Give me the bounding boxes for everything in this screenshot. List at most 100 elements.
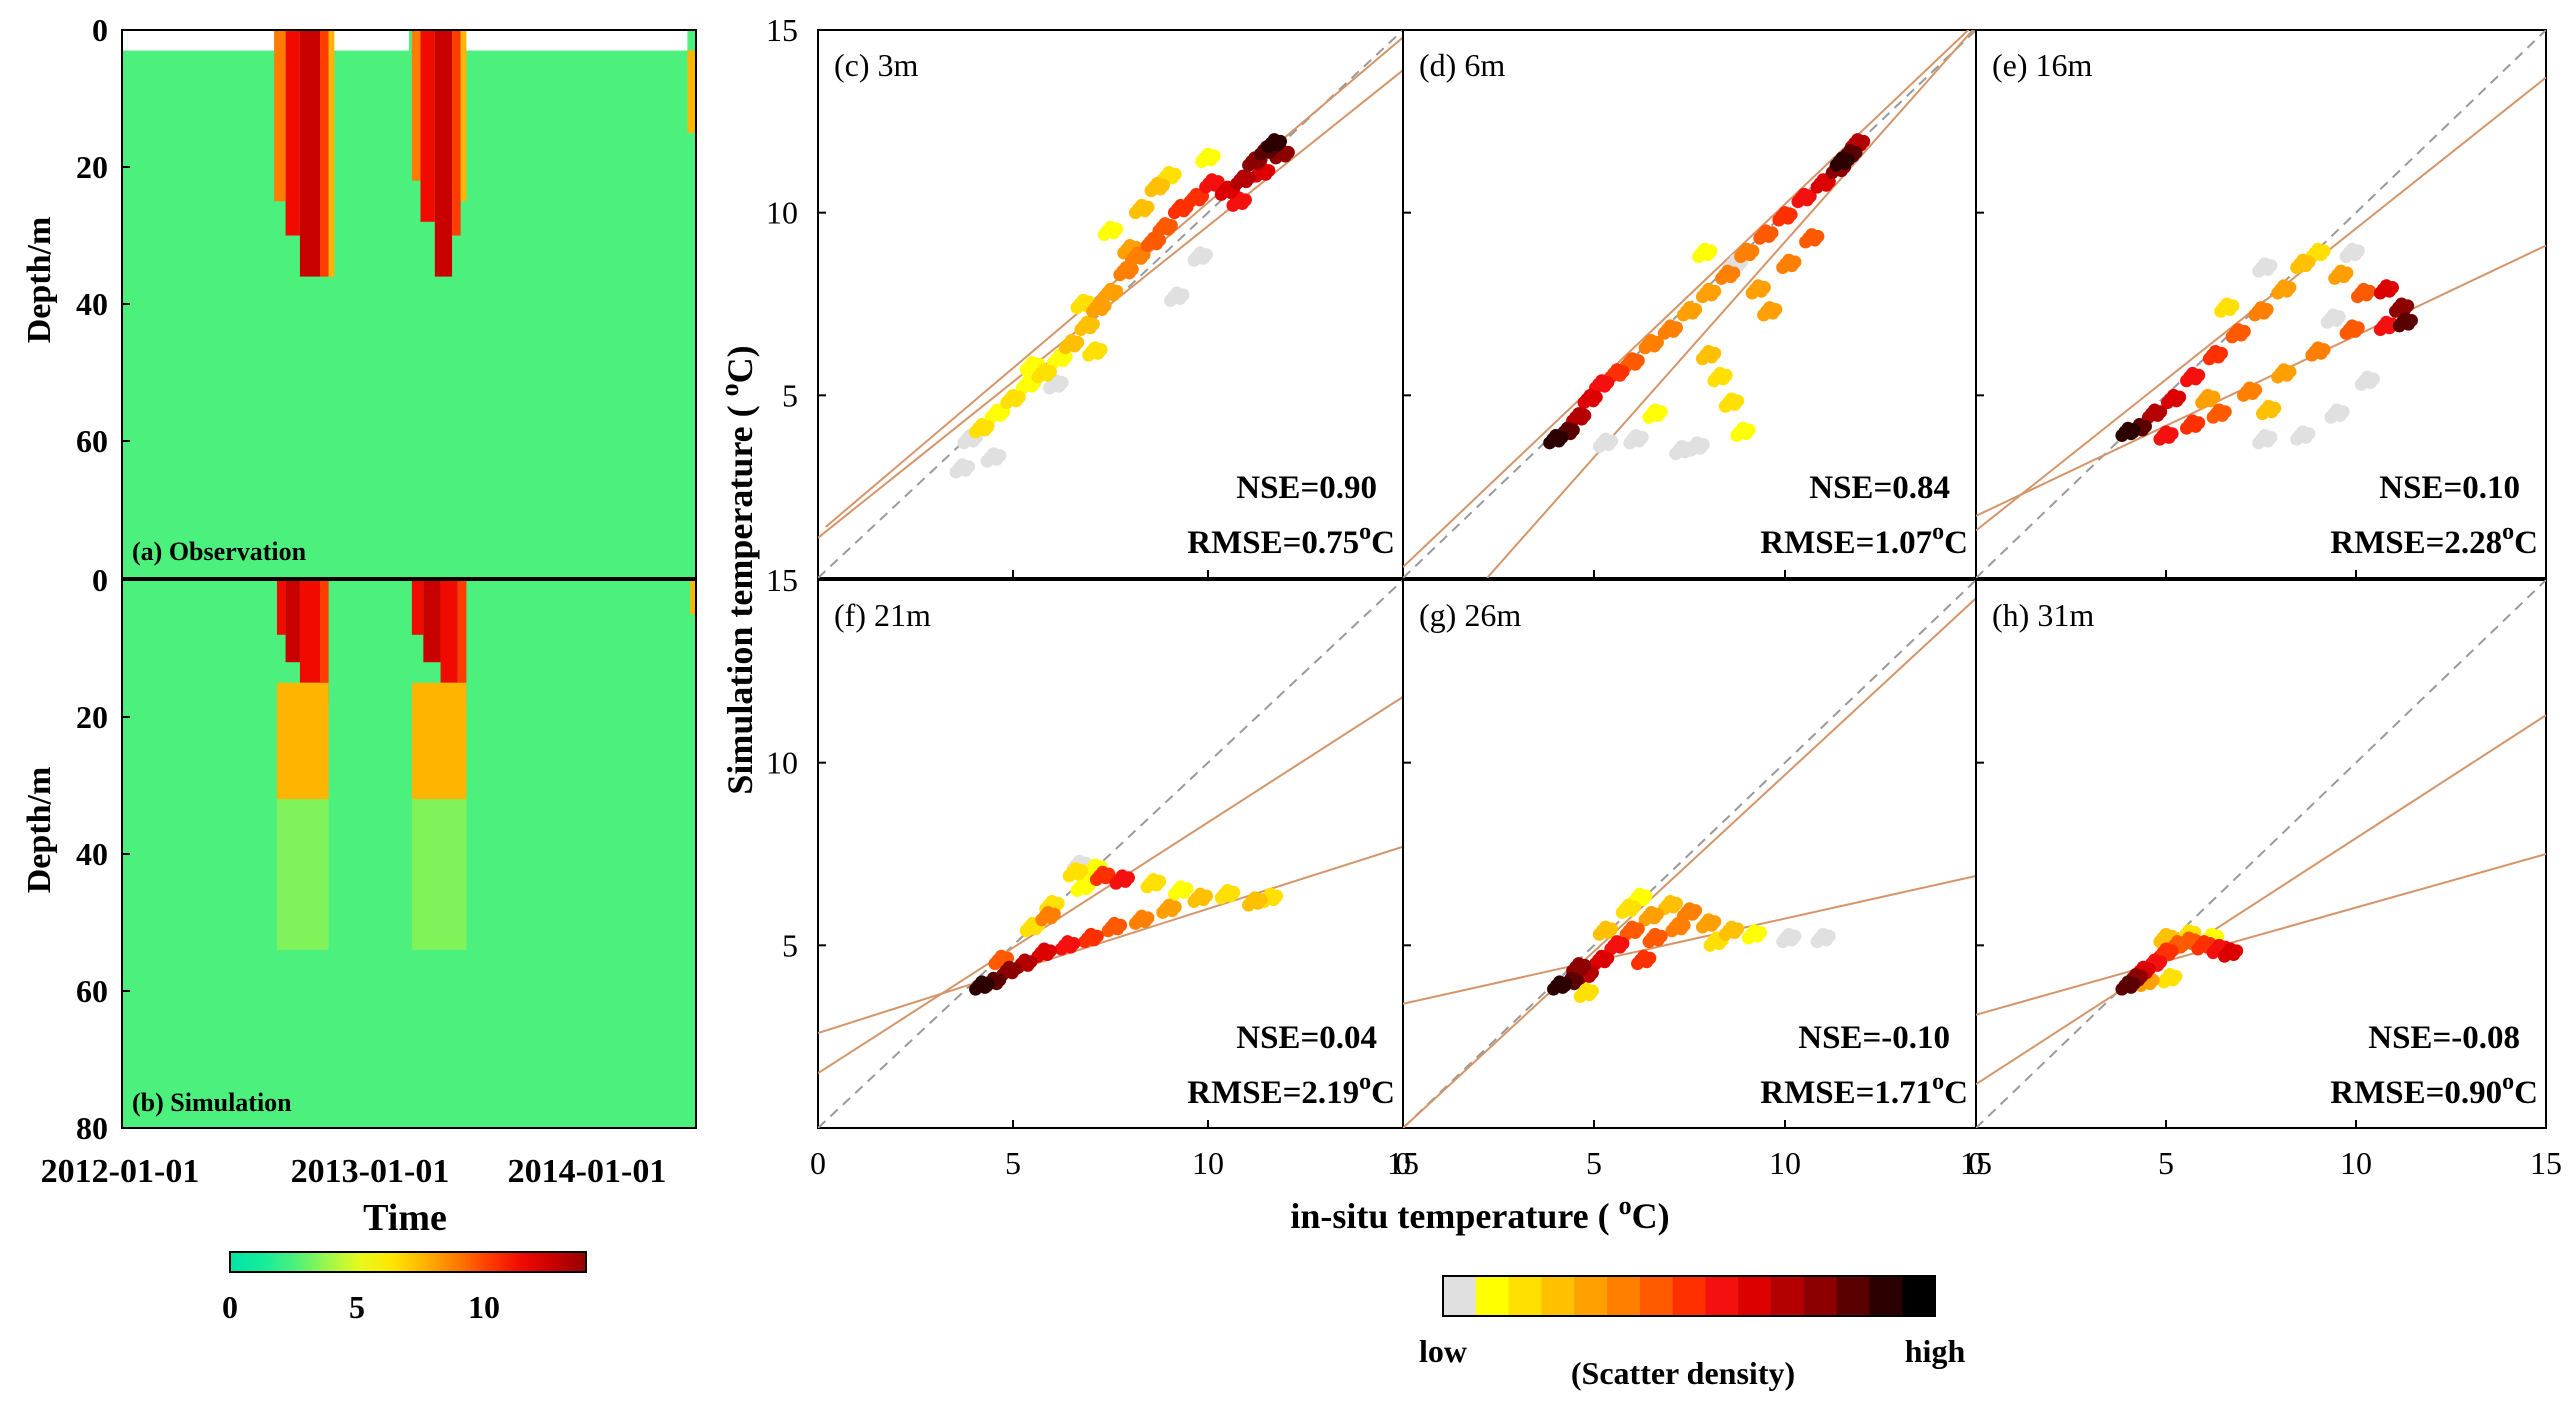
scatter-point xyxy=(2264,259,2278,273)
scatter-point xyxy=(1199,889,1213,903)
scatter-point xyxy=(2264,430,2278,444)
time-tick-2014: 2014-01-01 xyxy=(508,1153,667,1190)
rmse-degree: o xyxy=(2502,519,2514,545)
density-swatch-13 xyxy=(1869,1276,1903,1316)
scatter-point xyxy=(1639,889,1653,903)
scatter-point xyxy=(1086,317,1100,331)
scatter-panel-h31m: (h) 31m NSE=-0.08 RMSE=0.90oC xyxy=(1975,579,2547,1129)
density-low-label: low xyxy=(1419,1333,1467,1369)
density-swatch-4 xyxy=(1574,1276,1608,1316)
scatter-panel-label: (f) 21m xyxy=(834,597,931,633)
x-tick-1-15: 15 xyxy=(1960,1145,1992,1181)
scatter-point xyxy=(1650,335,1664,349)
heatmap-band-a-13 xyxy=(466,30,688,51)
scatter-point xyxy=(1754,926,1768,940)
scatter-point xyxy=(1811,229,1825,243)
scatter-point xyxy=(1727,266,1741,280)
scatter-point xyxy=(1211,175,1225,189)
scatter-point xyxy=(2214,346,2228,360)
scatter-point xyxy=(1757,281,1771,295)
scatter-point xyxy=(1578,408,1592,422)
scatter-point xyxy=(2154,955,2168,969)
scatter-point xyxy=(1635,430,1649,444)
rmse-number: RMSE=0.90 xyxy=(2330,1075,2502,1111)
density-swatch-3 xyxy=(1541,1276,1575,1316)
y-tick-0-10: 10 xyxy=(766,195,798,231)
rmse-number: RMSE=1.71 xyxy=(1760,1075,1932,1111)
scatter-panel-label: (d) 6m xyxy=(1419,47,1505,83)
density-high-label: high xyxy=(1905,1333,1966,1369)
rmse-unit: C xyxy=(2514,525,2538,561)
scatter-point xyxy=(1650,907,1664,921)
scatter-point xyxy=(1176,288,1190,302)
time-tick-2012: 2012-01-01 xyxy=(41,1153,200,1190)
nse-value: NSE=0.10 xyxy=(2379,470,2520,506)
scatter-point xyxy=(1601,951,1615,965)
scatter-panel-label: (g) 26m xyxy=(1419,597,1521,633)
scatter-point xyxy=(1746,244,1760,258)
nse-value: NSE=0.84 xyxy=(1809,470,1950,506)
scatter-point xyxy=(2351,321,2365,335)
scatter-point xyxy=(2192,416,2206,430)
scatter-point xyxy=(1616,365,1630,379)
insitu-axis-sup: o xyxy=(1619,1191,1632,1220)
y-tick-0-5: 5 xyxy=(782,377,798,413)
scatter-point xyxy=(2351,244,2365,258)
x-tick-0-15: 15 xyxy=(1387,1145,1419,1181)
scatter-plot-area xyxy=(1403,580,1976,1128)
depth-axis-label-a: Depth/m xyxy=(21,217,58,344)
depth-tick-b-0: 0 xyxy=(92,562,108,598)
temperature-colorbar xyxy=(229,1251,587,1273)
heatmap-observation xyxy=(122,30,696,578)
scatter-point xyxy=(1803,189,1817,203)
scatter-plot-area xyxy=(818,580,1403,1128)
scatter-point xyxy=(1012,390,1026,404)
scatter-point xyxy=(2283,365,2297,379)
density-swatch-1 xyxy=(1475,1276,1510,1316)
scatter-point xyxy=(2317,343,2331,357)
x-tick-0-0: 0 xyxy=(810,1145,826,1181)
fit-line-1 xyxy=(1976,714,2546,1085)
scatter-point xyxy=(2192,368,2206,382)
y-tick-1-5: 5 xyxy=(782,927,798,963)
time-axis-label: Time xyxy=(363,1197,447,1239)
scatter-point xyxy=(1141,911,1155,925)
scatter-point xyxy=(1153,874,1167,888)
density-swatch-6 xyxy=(1639,1276,1674,1316)
rmse-value: RMSE=2.28oC xyxy=(2330,519,2538,561)
scatter-point xyxy=(1071,335,1085,349)
rmse-degree: o xyxy=(1932,1069,1944,1095)
scatter-point xyxy=(1110,222,1124,236)
scatter-panel-label: (c) 3m xyxy=(834,47,919,83)
fit-line-0 xyxy=(1976,244,2546,517)
scatter-point xyxy=(1689,302,1703,316)
rmse-value: RMSE=2.19oC xyxy=(1187,1069,1395,1111)
identity-line xyxy=(1403,580,1976,1128)
colorbar-tick-5: 5 xyxy=(349,1289,365,1325)
scatter-point xyxy=(1708,284,1722,298)
nse-value: NSE=-0.10 xyxy=(1798,1020,1950,1056)
rmse-value: RMSE=0.90oC xyxy=(2330,1069,2538,1111)
scatter-point xyxy=(2138,419,2152,433)
heatmap-band-a-12 xyxy=(460,30,467,202)
scatter-point xyxy=(1043,365,1057,379)
scatter-point xyxy=(1654,929,1668,943)
scatter-point xyxy=(1589,390,1603,404)
heatmap-band-a-0 xyxy=(122,30,128,51)
heatmap-band-a-11 xyxy=(452,30,461,236)
scatter-point xyxy=(1566,423,1580,437)
scatter-point xyxy=(1765,226,1779,240)
heatmap-axes: 0 20 40 60 0 20 40 60 80 xyxy=(76,12,130,1146)
x-tick-0-10: 10 xyxy=(1192,1145,1224,1181)
heatmap-band-b-4 xyxy=(276,682,329,800)
scatter-point xyxy=(1689,904,1703,918)
heatmap-band-b-3 xyxy=(320,580,329,704)
scatter-point xyxy=(1857,134,1871,148)
heatmap-band-b-10 xyxy=(690,580,696,615)
scatter-point xyxy=(1121,871,1135,885)
scatter-point xyxy=(2207,390,2221,404)
density-colorbar-frame xyxy=(1442,1275,1936,1317)
rmse-unit: C xyxy=(1944,525,1968,561)
heatmap-background xyxy=(122,30,696,578)
